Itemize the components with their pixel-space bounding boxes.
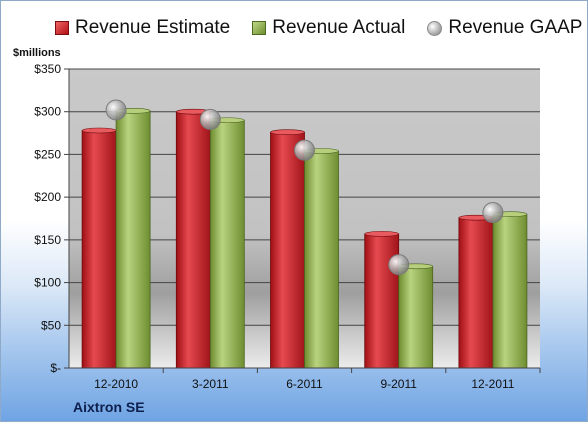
legend-swatch-estimate [55, 21, 69, 35]
y-axis-units-label: $millions [13, 47, 61, 59]
x-tick-label: 12-2010 [94, 377, 138, 391]
legend-label-actual: Revenue Actual [272, 17, 406, 38]
bar-revenue-estimate [364, 233, 400, 369]
x-tick-label: 12-2011 [471, 377, 514, 391]
bar-cap [364, 231, 400, 237]
y-tick-label: $250 [34, 147, 61, 161]
marker-revenue-gaap [105, 99, 127, 121]
marker-revenue-gaap [388, 254, 410, 276]
legend-item-gaap: Revenue GAAP [427, 17, 582, 39]
marker-revenue-gaap [294, 139, 315, 161]
y-tick-label: $150 [34, 233, 61, 247]
bar-revenue-actual [209, 119, 245, 369]
x-tick-label: 6-2011 [286, 377, 323, 391]
legend-label-estimate: Revenue Estimate [75, 17, 231, 38]
bar-revenue-actual [398, 265, 434, 369]
marker-revenue-gaap [482, 202, 504, 224]
bar-revenue-actual [304, 150, 339, 369]
legend-item-actual: Revenue Actual [252, 17, 405, 39]
company-name: Aixtron SE [73, 399, 145, 415]
legend-item-estimate: Revenue Estimate [55, 17, 230, 39]
bar-revenue-estimate [458, 217, 494, 369]
bar-cap [81, 127, 117, 134]
legend: Revenue Estimate Revenue Actual Revenue … [55, 17, 582, 39]
legend-label-gaap: Revenue GAAP [448, 17, 583, 38]
y-tick-label: $350 [34, 62, 61, 76]
legend-swatch-actual [252, 21, 267, 35]
bar-revenue-actual [115, 110, 151, 369]
marker-revenue-gaap [199, 108, 221, 130]
bar-revenue-estimate [270, 131, 305, 369]
bar-revenue-estimate [175, 111, 211, 369]
bar-revenue-actual [492, 213, 528, 369]
y-tick-label: $300 [34, 105, 61, 119]
x-tick-label: 9-2011 [380, 377, 417, 391]
y-tick-label: $100 [34, 276, 61, 290]
legend-swatch-gaap [427, 20, 443, 36]
bar-revenue-estimate [81, 130, 117, 369]
x-tick-label: 3-2011 [192, 377, 229, 391]
y-tick-label: $200 [34, 190, 61, 204]
y-tick-label: $- [50, 361, 61, 375]
y-tick-label: $50 [41, 318, 61, 332]
bar-cap [270, 129, 305, 136]
